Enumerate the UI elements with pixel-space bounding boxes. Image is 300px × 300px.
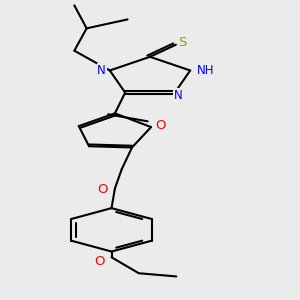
Text: O: O — [94, 255, 104, 268]
Text: S: S — [178, 36, 187, 49]
Text: N: N — [174, 89, 183, 102]
Text: O: O — [98, 183, 108, 196]
Text: O: O — [155, 119, 166, 132]
Text: N: N — [97, 64, 106, 77]
Text: NH: NH — [196, 64, 214, 77]
